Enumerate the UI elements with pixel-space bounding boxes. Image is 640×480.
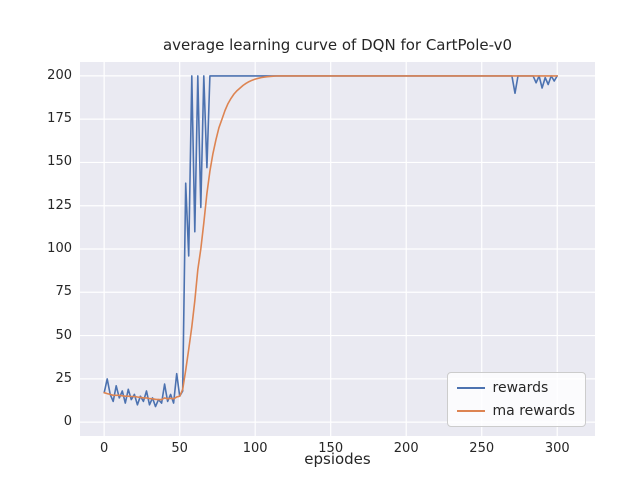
legend: rewards ma rewards [446, 372, 586, 427]
grid [80, 62, 595, 436]
x-axis-tick-label: 50 [171, 441, 188, 456]
y-axis-tick-label: 75 [55, 284, 72, 300]
y-axis-tick-label: 0 [63, 414, 72, 430]
y-axis-tick-label: 200 [47, 67, 72, 83]
legend-label: ma rewards [492, 403, 575, 419]
legend-item: ma rewards [456, 403, 575, 419]
legend-label: rewards [492, 380, 549, 396]
x-axis-tick-label: 300 [544, 441, 570, 456]
x-axis-tick-label: 0 [100, 441, 109, 456]
x-axis-label: epsiodes [304, 450, 371, 468]
x-axis-tick-label: 250 [469, 441, 495, 456]
y-axis-tick-label: 175 [47, 111, 72, 127]
y-axis-tick-label: 50 [55, 327, 72, 343]
y-axis-tick-label: 150 [47, 154, 72, 170]
y-axis-tick-label: 25 [55, 370, 72, 386]
chart-title: average learning curve of DQN for CartPo… [162, 36, 513, 54]
y-axis-tick-label: 125 [47, 197, 72, 213]
legend-line-sample [456, 387, 485, 389]
x-axis-tick-label: 200 [393, 441, 419, 456]
legend-line-sample [456, 410, 485, 412]
series-line-ma-rewards [103, 75, 559, 401]
y-axis-tick-label: 100 [47, 241, 72, 256]
x-axis-tick-label: 150 [318, 441, 344, 456]
legend-item: rewards [456, 380, 575, 396]
x-axis-tick-label: 100 [242, 441, 268, 456]
